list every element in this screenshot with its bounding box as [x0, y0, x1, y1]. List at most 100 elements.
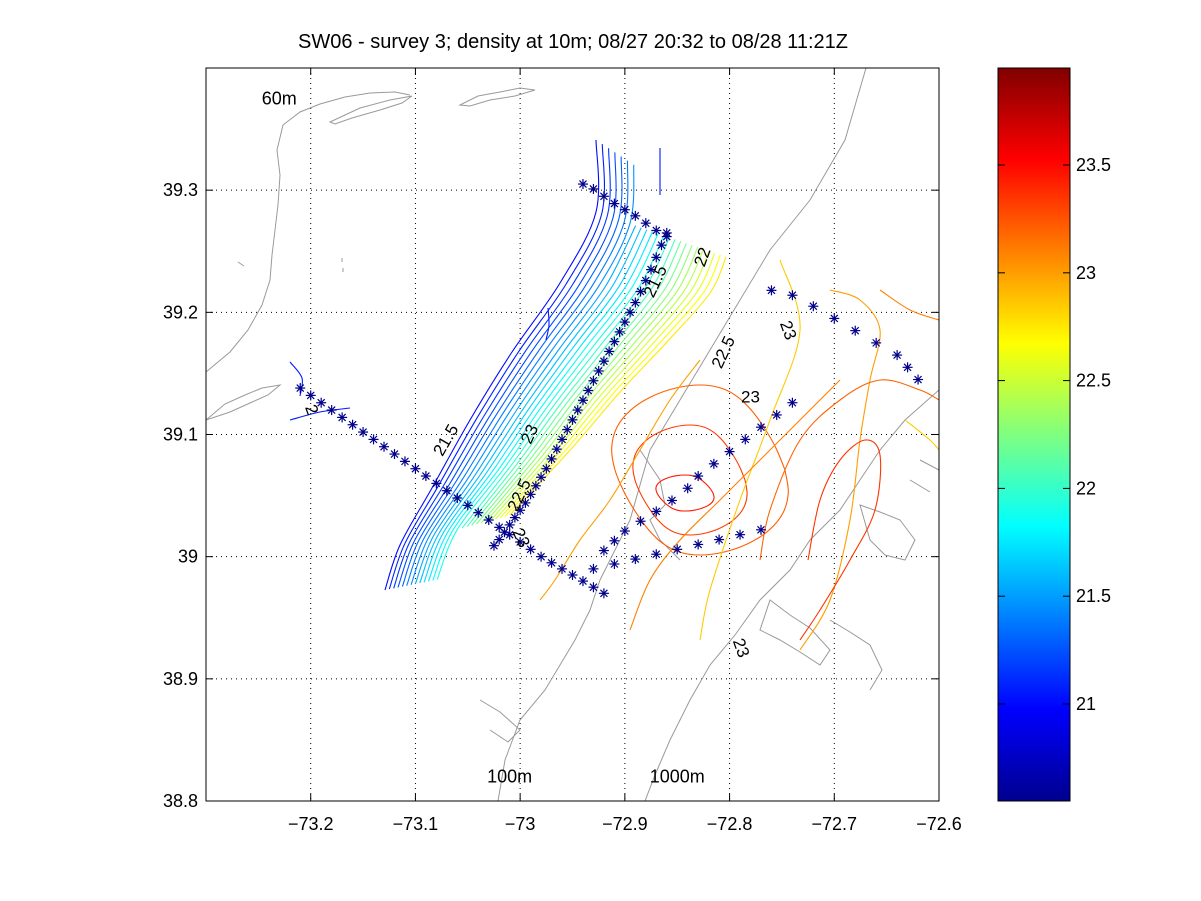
station-marker [509, 512, 520, 523]
isopycnal-line [480, 245, 693, 524]
station-marker [902, 362, 913, 373]
isopycnal-line [485, 246, 699, 522]
isopycnal-closed-line [611, 384, 789, 556]
station-marker [651, 252, 662, 263]
station-marker [588, 183, 599, 194]
sounding-marks [237, 258, 344, 272]
station-marker [640, 218, 651, 229]
station-marker [593, 365, 604, 376]
y-tick-label: 38.8 [163, 791, 198, 811]
station-marker [494, 534, 505, 545]
isobath-100m-line [497, 68, 867, 801]
station-marker [588, 375, 599, 386]
station-marker [473, 507, 484, 518]
station-marker [672, 544, 683, 555]
station-marker [567, 414, 578, 425]
station-marker [609, 336, 620, 347]
station-marker [651, 225, 662, 236]
station-marker [630, 297, 641, 308]
station-marker [588, 563, 599, 574]
station-marker [431, 478, 442, 489]
station-marker [368, 434, 379, 445]
station-marker [536, 472, 547, 483]
station-marker [604, 346, 615, 357]
isopycnal-line [879, 289, 939, 321]
colorbar-tick-label: 21.5 [1076, 586, 1111, 606]
canyon-contour-3 [859, 504, 916, 561]
station-marker [452, 493, 463, 504]
y-tick-label: 39.3 [163, 180, 198, 200]
station-marker [682, 483, 693, 494]
station-marker [714, 534, 725, 545]
isopycnal-line [289, 407, 351, 421]
station-marker [609, 558, 620, 569]
station-marker [530, 480, 541, 491]
station-marker [913, 374, 924, 385]
isopycnal-line [427, 231, 653, 582]
station-marker [541, 463, 552, 474]
station-marker [504, 519, 515, 530]
station-marker [295, 383, 306, 394]
isopycnal-line [539, 359, 701, 601]
chart-title: SW06 - survey 3; density at 10m; 08/27 2… [298, 31, 848, 53]
isopycnal-line [499, 252, 716, 518]
isopycnal-line [759, 379, 939, 561]
station-marker [441, 485, 452, 496]
shoreline-fragment-3 [206, 384, 282, 421]
y-axis-ticks: 38.8 38.9 39 39.1 39.2 39.3 [163, 180, 939, 811]
station-marker [787, 397, 798, 408]
station-marker [619, 204, 630, 215]
station-marker [666, 495, 677, 506]
station-marker [740, 434, 751, 445]
canyon-contour-2 [759, 599, 831, 666]
isopycnal-line [393, 148, 611, 589]
station-marker [588, 582, 599, 593]
station-marker [583, 385, 594, 396]
station-marker [614, 326, 625, 337]
station-marker [305, 390, 316, 401]
plot-area [206, 68, 939, 801]
station-marker [551, 444, 562, 455]
station-marker [316, 397, 327, 408]
station-marker [525, 544, 536, 555]
canyon-contour-6 [909, 459, 939, 493]
station-marker [337, 412, 348, 423]
isopycnal-line [904, 419, 939, 451]
grid-lines [206, 68, 939, 801]
isobath-1000m-line [644, 389, 939, 801]
x-tick-label: −72.7 [812, 814, 858, 834]
station-marker [488, 540, 499, 551]
y-tick-label: 39.2 [163, 302, 198, 322]
y-tick-label: 39 [178, 547, 198, 567]
station-marker [651, 549, 662, 560]
isopycnal-line [436, 235, 665, 580]
station-marker [546, 557, 557, 568]
x-tick-label: −72.6 [916, 814, 962, 834]
shoreline-fragment-1 [328, 95, 413, 125]
station-marker [598, 588, 609, 599]
station-marker [520, 497, 531, 508]
station-marker [640, 275, 651, 286]
station-marker [871, 337, 882, 348]
x-tick-label: −73.1 [393, 814, 439, 834]
isopycnal-line [289, 361, 303, 397]
station-marker [562, 424, 573, 435]
station-marker [656, 240, 667, 251]
isopycnal-line [699, 259, 801, 641]
station-marker [326, 405, 337, 416]
station-marker [755, 524, 766, 535]
isopycnal-line [414, 225, 637, 585]
station-marker [630, 554, 641, 565]
isopycnal-line [406, 160, 629, 586]
isopycnal-line [629, 379, 841, 631]
station-marker [598, 545, 609, 556]
station-marker [619, 526, 630, 537]
station-marker [536, 551, 547, 562]
isopycnal-line [461, 237, 670, 529]
contour-label: 23 [741, 387, 760, 406]
isopycnal-line [432, 233, 659, 581]
station-marker [557, 563, 568, 574]
isopycnal-line [799, 289, 881, 651]
isopycnal-line [423, 229, 648, 583]
